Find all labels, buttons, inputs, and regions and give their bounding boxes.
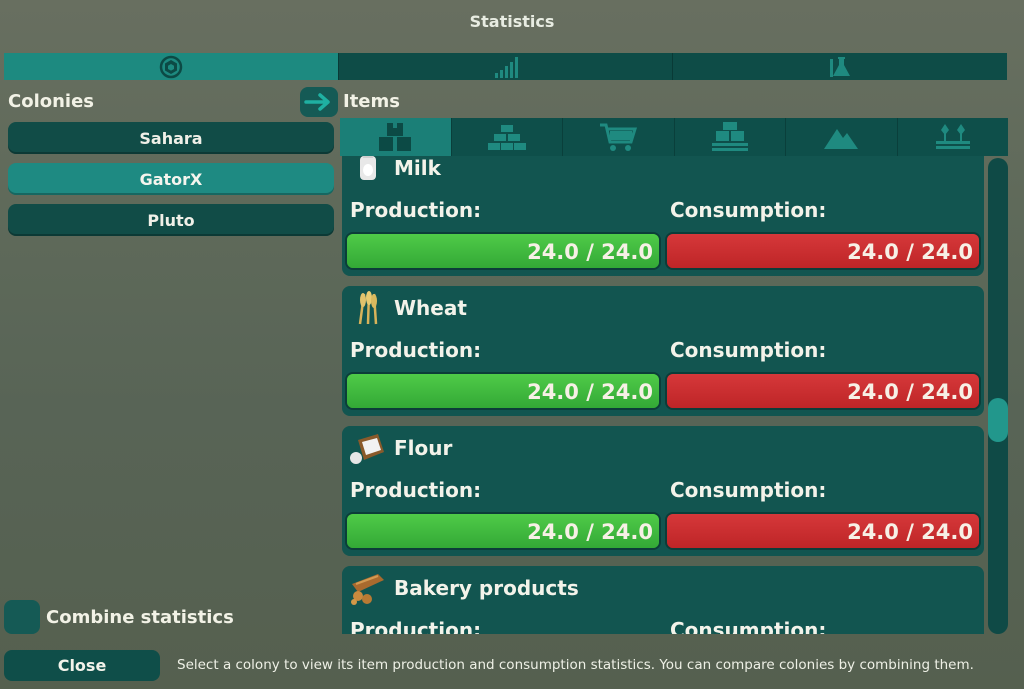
production-bar: 24.0 / 24.0 xyxy=(345,372,661,410)
production-label: Production: xyxy=(350,618,482,634)
shopping-cart-icon xyxy=(600,123,638,151)
colony-list: Sahara GatorX Pluto xyxy=(8,122,334,245)
production-value: 24.0 / 24.0 xyxy=(527,380,653,404)
production-bar: 24.0 / 24.0 xyxy=(345,232,661,270)
consumption-label: Consumption: xyxy=(670,198,827,222)
production-label: Production: xyxy=(350,198,482,222)
consumption-bar: 24.0 / 24.0 xyxy=(665,232,981,270)
production-bar: 24.0 / 24.0 xyxy=(345,512,661,550)
consumption-bar: 24.0 / 24.0 xyxy=(665,512,981,550)
production-label: Production: xyxy=(350,478,482,502)
colony-item-sahara[interactable]: Sahara xyxy=(8,122,334,154)
item-list-scrollbar[interactable] xyxy=(988,158,1008,634)
close-button[interactable]: Close xyxy=(4,650,160,681)
item-name: Bakery products xyxy=(394,576,579,600)
production-label: Production: xyxy=(350,338,482,362)
tab-category-goods[interactable] xyxy=(340,118,452,156)
mountain-icon xyxy=(824,129,859,149)
tab-category-consumer-goods[interactable] xyxy=(563,118,675,156)
item-card-milk: Milk Production: Consumption: 24.0 / 24.… xyxy=(342,156,984,276)
colony-item-gatorx[interactable]: GatorX xyxy=(8,163,334,195)
tab-category-building-materials[interactable] xyxy=(451,118,563,156)
boxes-icon xyxy=(379,123,412,151)
research-flask-icon xyxy=(830,56,851,77)
crops-icon xyxy=(935,124,970,149)
colony-icon xyxy=(159,55,183,78)
colony-item-pluto[interactable]: Pluto xyxy=(8,204,334,236)
item-name: Wheat xyxy=(394,296,467,320)
milk-icon xyxy=(360,156,376,180)
tab-category-industrial[interactable] xyxy=(674,118,786,156)
consumption-value: 24.0 / 24.0 xyxy=(847,520,973,544)
combine-statistics-label: Combine statistics xyxy=(46,607,234,628)
production-value: 24.0 / 24.0 xyxy=(527,520,653,544)
tab-research[interactable] xyxy=(673,53,1008,80)
combine-statistics-checkbox[interactable] xyxy=(4,600,40,634)
production-value: 24.0 / 24.0 xyxy=(527,240,653,264)
bricks-icon xyxy=(487,125,526,150)
item-name: Flour xyxy=(394,436,453,460)
consumption-value: 24.0 / 24.0 xyxy=(847,380,973,404)
window-title: Statistics xyxy=(469,12,555,31)
item-name: Milk xyxy=(394,156,441,180)
item-card-wheat: Wheat Production: Consumption: 24.0 / 24… xyxy=(342,286,984,416)
flour-icon xyxy=(350,434,384,464)
item-list[interactable]: Milk Production: Consumption: 24.0 / 24.… xyxy=(342,156,986,634)
footer-hint: Select a colony to view its item product… xyxy=(177,657,974,673)
compare-arrow-button[interactable] xyxy=(300,87,338,117)
item-card-bakery-products: Bakery products Production: Consumption: xyxy=(342,566,984,634)
category-tab-bar xyxy=(340,118,1008,156)
tab-charts[interactable] xyxy=(338,53,674,80)
tab-category-agriculture[interactable] xyxy=(897,118,1008,156)
consumption-label: Consumption: xyxy=(670,338,827,362)
tab-colonies[interactable] xyxy=(4,53,339,80)
top-tab-bar xyxy=(4,53,1008,80)
arrow-right-icon xyxy=(304,93,330,111)
consumption-label: Consumption: xyxy=(670,478,827,502)
consumption-value: 24.0 / 24.0 xyxy=(847,240,973,264)
colonies-heading: Colonies xyxy=(8,91,95,112)
item-card-flour: Flour Production: Consumption: 24.0 / 24… xyxy=(342,426,984,556)
consumption-bar: 24.0 / 24.0 xyxy=(665,372,981,410)
bar-chart-icon xyxy=(494,56,518,78)
items-heading: Items xyxy=(343,91,400,112)
consumption-label: Consumption: xyxy=(670,618,827,634)
wheat-icon xyxy=(358,291,378,325)
scrollbar-thumb[interactable] xyxy=(988,398,1008,442)
pallet-icon xyxy=(711,122,748,151)
tab-category-raw-resources[interactable] xyxy=(786,118,898,156)
bakery-products-icon xyxy=(351,574,384,605)
